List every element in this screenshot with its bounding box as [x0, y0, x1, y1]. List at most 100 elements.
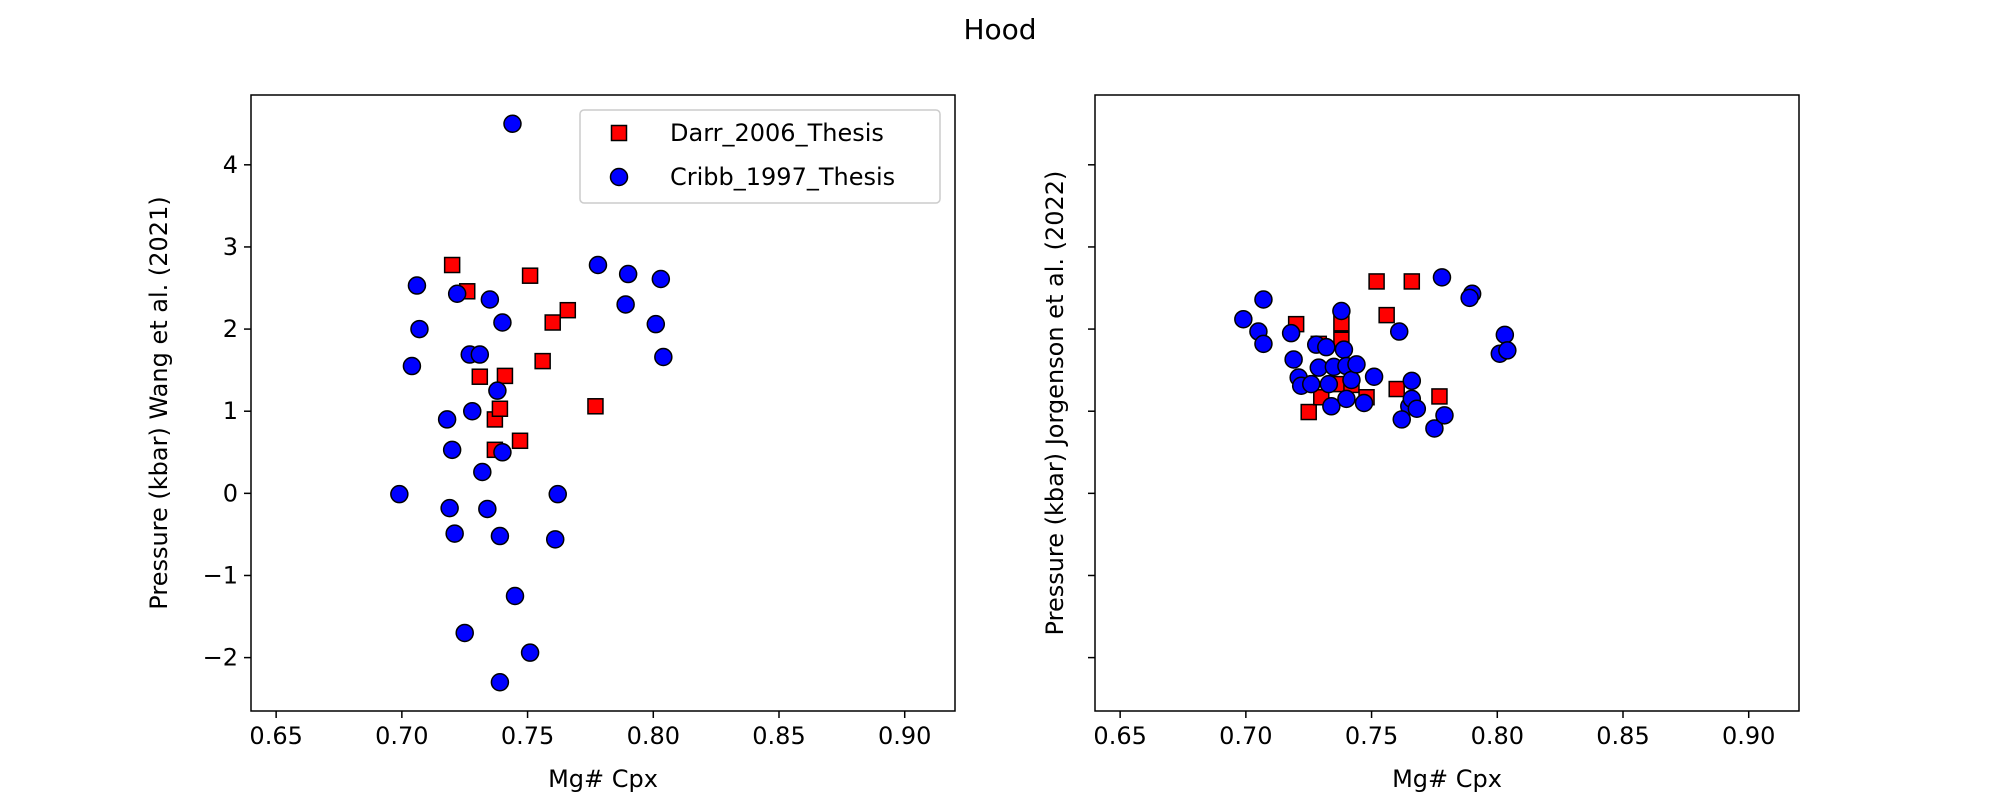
point-darr-2006-thesis: [1368, 273, 1385, 290]
point-cribb-1997-thesis: [455, 623, 474, 643]
y-tick-label: 3: [223, 233, 238, 261]
point-cribb-1997-thesis: [1254, 334, 1273, 354]
point-cribb-1997-thesis: [488, 381, 507, 400]
point-cribb-1997-thesis: [442, 440, 462, 460]
point-darr-2006-thesis: [496, 367, 514, 385]
point-cribb-1997-thesis: [1284, 350, 1303, 369]
point-cribb-1997-thesis: [493, 313, 512, 332]
chart-wang-2021: 0.65 0.70 0.75 0.80 0.85 0.90 −2 −1 0 1 2 3 4 Mg# Cpx…: [145, 94, 956, 793]
point-darr-2006-thesis: [559, 301, 577, 319]
point-cribb-1997-thesis: [1407, 399, 1427, 418]
x-tick-label: 0.70: [375, 722, 428, 750]
y-tick-label: −2: [203, 644, 238, 672]
point-cribb-1997-thesis: [1498, 341, 1517, 360]
point-cribb-1997-thesis: [654, 347, 673, 367]
point-cribb-1997-thesis: [1332, 301, 1351, 321]
point-cribb-1997-thesis: [1460, 288, 1479, 308]
point-cribb-1997-thesis: [473, 462, 492, 482]
point-darr-2006-thesis: [544, 314, 561, 331]
point-cribb-1997-thesis: [1322, 397, 1341, 416]
point-darr-2006-thesis: [1378, 306, 1395, 324]
point-cribb-1997-thesis: [520, 643, 540, 662]
point-cribb-1997-thesis: [493, 443, 512, 462]
point-cribb-1997-thesis: [618, 264, 638, 284]
point-cribb-1997-thesis: [1425, 419, 1444, 438]
x-axis-label: Mg# Cpx: [548, 765, 658, 793]
point-darr-2006-thesis: [1388, 380, 1405, 398]
point-cribb-1997-thesis: [1392, 410, 1411, 429]
point-cribb-1997-thesis: [651, 269, 671, 289]
point-cribb-1997-thesis: [478, 499, 497, 519]
y-tick-label: −1: [203, 561, 238, 589]
point-darr-2006-thesis: [1431, 388, 1448, 405]
point-darr-2006-thesis: [1403, 273, 1421, 290]
point-darr-2006-thesis: [521, 267, 539, 284]
legend-marker-circle: [609, 167, 629, 187]
point-cribb-1997-thesis: [437, 410, 457, 429]
point-cribb-1997-thesis: [1254, 290, 1273, 309]
point-cribb-1997-thesis: [646, 314, 666, 334]
point-cribb-1997-thesis: [545, 530, 565, 549]
point-cribb-1997-thesis: [1402, 371, 1422, 391]
x-tick-label: 0.90: [1722, 722, 1775, 750]
point-cribb-1997-thesis: [1342, 370, 1361, 390]
point-cribb-1997-thesis: [440, 498, 459, 518]
figure-title: Hood: [963, 13, 1036, 46]
point-cribb-1997-thesis: [445, 524, 464, 543]
point-cribb-1997-thesis: [410, 319, 429, 339]
x-tick-label: 0.90: [878, 722, 931, 750]
point-cribb-1997-thesis: [390, 484, 409, 504]
y-tick-label: 0: [223, 479, 238, 507]
point-darr-2006-thesis: [511, 432, 529, 450]
y-tick-label: 1: [223, 397, 238, 425]
point-cribb-1997-thesis: [1435, 406, 1454, 425]
point-cribb-1997-thesis: [1317, 337, 1336, 357]
y-tick-label: 4: [223, 151, 238, 179]
point-cribb-1997-thesis: [1495, 325, 1515, 345]
legend: Darr_2006_Thesis Cribb_1997_Thesis: [579, 109, 941, 204]
point-cribb-1997-thesis: [402, 356, 422, 376]
x-tick-label: 0.65: [249, 722, 302, 750]
point-cribb-1997-thesis: [470, 345, 490, 364]
point-darr-2006-thesis: [491, 400, 509, 417]
point-cribb-1997-thesis: [503, 114, 522, 133]
point-cribb-1997-thesis: [1364, 367, 1384, 386]
x-tick-label: 0.85: [752, 722, 805, 750]
point-cribb-1997-thesis: [1334, 340, 1354, 359]
point-cribb-1997-thesis: [1337, 389, 1356, 409]
point-cribb-1997-thesis: [463, 401, 482, 421]
point-cribb-1997-thesis: [1432, 268, 1452, 287]
legend-marker-square: [610, 124, 628, 142]
x-tick-label: 0.80: [627, 722, 680, 750]
x-tick-label: 0.75: [501, 722, 554, 750]
point-cribb-1997-thesis: [480, 290, 500, 309]
point-cribb-1997-thesis: [407, 276, 427, 295]
point-cribb-1997-thesis: [1319, 374, 1339, 394]
point-cribb-1997-thesis: [1234, 309, 1253, 329]
x-axis-label: Mg# Cpx: [1392, 765, 1502, 793]
point-cribb-1997-thesis: [490, 673, 510, 692]
point-cribb-1997-thesis: [1301, 374, 1321, 394]
y-axis-label: Pressure (kbar) Jorgenson et al. (2022): [1041, 171, 1069, 636]
x-tick-label: 0.65: [1093, 722, 1146, 750]
legend-box: [579, 109, 941, 204]
y-axis-label: Pressure (kbar) Wang et al. (2021): [145, 196, 173, 609]
point-cribb-1997-thesis: [1281, 323, 1301, 343]
chart-jorgenson-2022: 0.65 0.70 0.75 0.80 0.85 0.90 Mg# Cpx Pressure …: [1041, 94, 1800, 793]
point-cribb-1997-thesis: [548, 484, 567, 504]
point-darr-2006-thesis: [471, 368, 489, 385]
point-darr-2006-thesis: [1300, 403, 1317, 421]
point-darr-2006-thesis: [587, 398, 604, 415]
point-cribb-1997-thesis: [1354, 393, 1374, 413]
point-cribb-1997-thesis: [1347, 355, 1366, 374]
point-cribb-1997-thesis: [447, 284, 467, 304]
point-cribb-1997-thesis: [588, 255, 608, 275]
point-cribb-1997-thesis: [1389, 322, 1409, 341]
legend-label: Darr_2006_Thesis: [670, 119, 884, 147]
x-tick-label: 0.70: [1219, 722, 1272, 750]
point-darr-2006-thesis: [534, 352, 551, 370]
plot-frame: [250, 94, 956, 712]
plot-frame: [1094, 94, 1800, 712]
